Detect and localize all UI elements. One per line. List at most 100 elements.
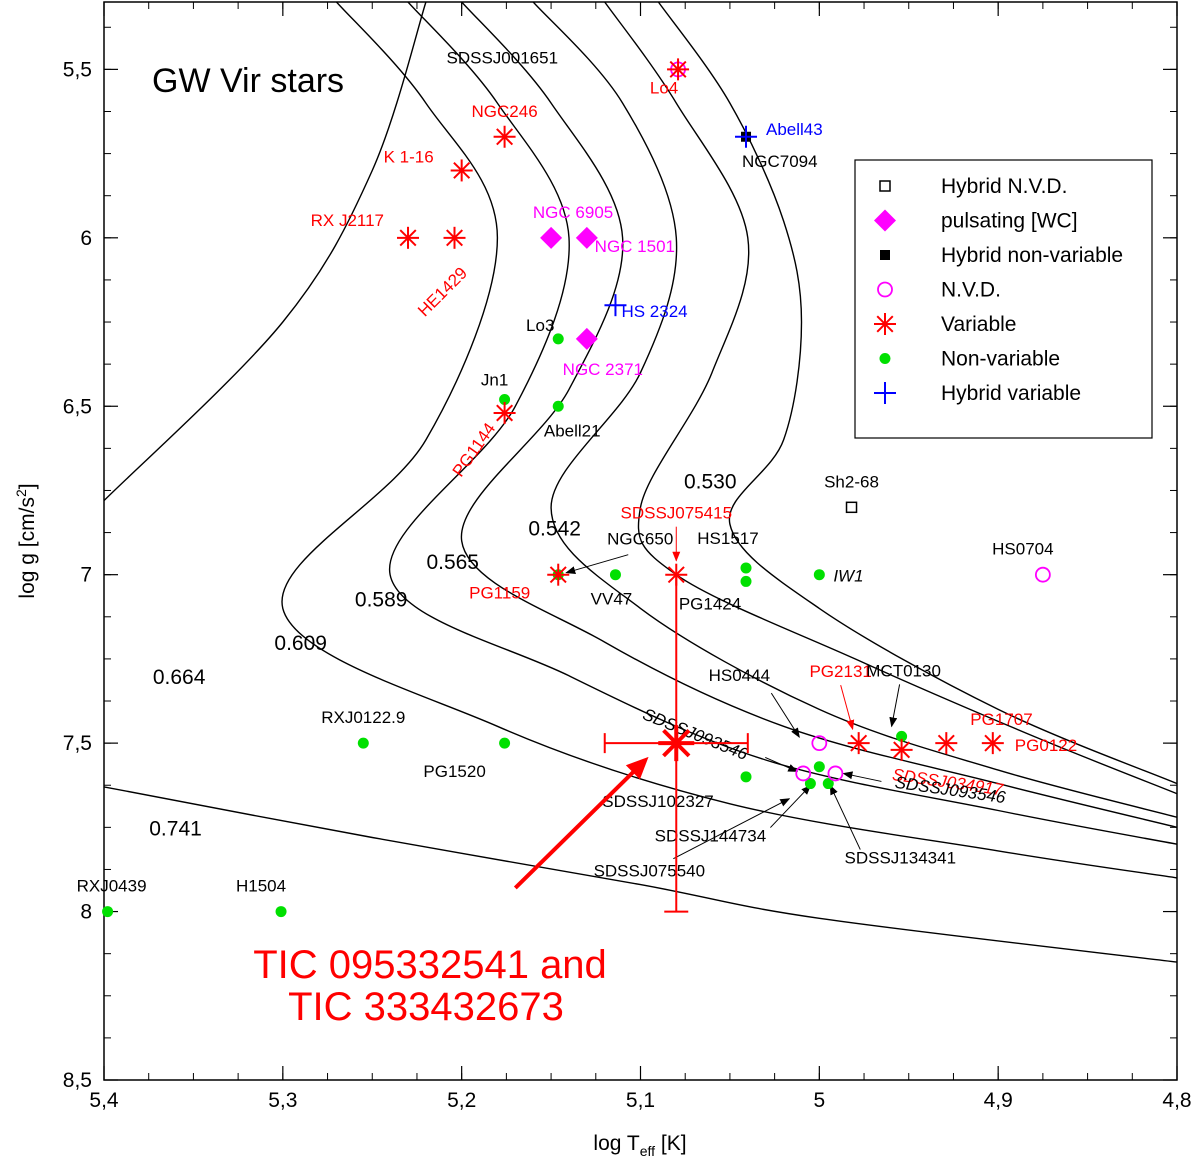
point-label: K 1-16	[384, 147, 434, 166]
non-variable-marker	[102, 906, 114, 918]
point-label: Lo3	[526, 316, 554, 335]
nvd-marker	[827, 765, 844, 782]
track-mass-label: 0.542	[528, 518, 581, 541]
non-variable-marker	[804, 778, 816, 790]
point-label: IW1	[833, 567, 863, 586]
x-tick-label: 5,4	[89, 1089, 119, 1112]
target-arrow-shaft	[513, 759, 646, 890]
non-variable-marker	[357, 737, 369, 749]
variable-marker	[397, 226, 420, 249]
nvd-marker	[795, 765, 812, 782]
point-label: NGC 6905	[533, 203, 613, 222]
point-label: SDSSJ102327	[602, 792, 714, 811]
point-label: PG0122	[1015, 736, 1077, 755]
asterisk-stroke	[496, 128, 514, 146]
data-markers	[102, 58, 1051, 918]
target-label-line2: TIC 333432673	[288, 985, 564, 1029]
x-axis-label: log Teff [K]	[593, 1132, 686, 1159]
variable-marker	[493, 125, 516, 148]
x-tick-label: 5	[813, 1089, 825, 1112]
label-pointer	[565, 554, 629, 575]
point-label: SDSSJ144734	[655, 827, 767, 846]
legend-asterisk-icon	[874, 313, 896, 335]
track-mass-label: 0.565	[426, 551, 479, 574]
legend-plus-icon	[874, 382, 896, 404]
legend-label: N.V.D.	[941, 279, 1001, 302]
y-tick-label: 5,5	[63, 58, 92, 81]
x-tick-label: 5,2	[447, 1089, 476, 1112]
asterisk-stroke	[496, 404, 514, 422]
label-pointer	[770, 784, 812, 828]
point-label: HS0704	[992, 540, 1053, 559]
asterisk-stroke	[669, 60, 687, 78]
label-pointer	[842, 771, 882, 782]
legend-dot-icon	[879, 353, 891, 364]
x-tick-label: 4,9	[984, 1089, 1013, 1112]
target-star-stroke	[662, 728, 691, 758]
wc-marker	[575, 226, 598, 249]
legend-label: Non-variable	[941, 348, 1060, 371]
y-tick-label: 8	[80, 901, 92, 924]
point-label: SDSSJ001651	[447, 48, 559, 67]
legend-filled-square-icon	[880, 250, 890, 260]
x-tick-label: 4,8	[1162, 1089, 1191, 1112]
point-label: Lo4	[650, 78, 678, 97]
point-label: SDSSJ075415	[621, 504, 733, 523]
hybrid-variable-marker	[735, 125, 758, 148]
wc-marker	[540, 226, 563, 249]
target-label-line1: TIC 095332541 and	[253, 943, 607, 987]
legend-label: Hybrid non-variable	[941, 244, 1123, 267]
non-variable-marker	[822, 778, 834, 790]
track-mass-label: 0.530	[684, 470, 737, 493]
point-label: PG1144	[449, 419, 500, 480]
legend: Hybrid N.V.D. pulsating [WC] Hybrid non-va…	[854, 159, 1153, 439]
non-variable-marker	[896, 730, 908, 742]
point-label: Jn1	[481, 371, 508, 390]
y-tick-label: 6	[80, 227, 92, 250]
legend-label: Hybrid N.V.D.	[941, 175, 1067, 198]
label-pointer	[765, 756, 799, 772]
label-pointer	[770, 692, 800, 738]
legend-label: Hybrid variable	[941, 382, 1081, 405]
asterisk-stroke	[893, 741, 911, 759]
variable-marker	[493, 401, 516, 424]
hybrid-variable-marker	[604, 294, 627, 317]
evolutionary-track	[604, 2, 1177, 795]
non-variable-marker	[609, 569, 621, 581]
point-label: NGC650	[607, 530, 673, 549]
point-label: NGC 2371	[563, 360, 643, 379]
wc-marker	[575, 327, 598, 350]
variable-marker	[667, 58, 690, 81]
target-arrow-head	[625, 756, 649, 780]
point-label: SDSSJ134341	[845, 849, 957, 868]
y-axis-label: log g [cm/s2]	[13, 483, 39, 598]
point-label: NGC7094	[742, 152, 818, 171]
asterisk-stroke	[876, 315, 894, 333]
y-tick-label: 7,5	[63, 732, 92, 755]
point-label: Abell21	[544, 421, 601, 440]
asterisk-stroke	[937, 734, 955, 752]
evolutionary-track	[532, 2, 1177, 818]
non-variable-marker	[740, 562, 752, 574]
variable-marker	[450, 159, 473, 182]
legend-open-circle-icon	[877, 281, 893, 298]
non-variable-marker	[552, 333, 564, 345]
point-label: PG1159	[469, 584, 530, 603]
asterisk-stroke	[850, 734, 868, 752]
label-pointer	[889, 684, 901, 728]
point-label: PG1707	[970, 710, 1032, 729]
nvd-marker	[1034, 566, 1051, 583]
variable-marker	[981, 732, 1004, 755]
evolutionary-tracks	[104, 2, 1177, 963]
legend-label: Variable	[941, 313, 1017, 336]
evolutionary-track	[104, 2, 427, 502]
track-mass-label: 0.664	[153, 666, 206, 689]
non-variable-marker	[552, 400, 564, 412]
track-mass-label: 0.589	[355, 588, 408, 611]
axis-ticks: 5,4 5,3 5,2 5,1 5 4,9 4,8 5,5 6 6,5 7 7,5 8 8,5	[63, 2, 1192, 1112]
point-label: VV47	[591, 590, 633, 609]
asterisk-stroke	[549, 566, 567, 584]
evolutionary-track	[657, 2, 1177, 785]
